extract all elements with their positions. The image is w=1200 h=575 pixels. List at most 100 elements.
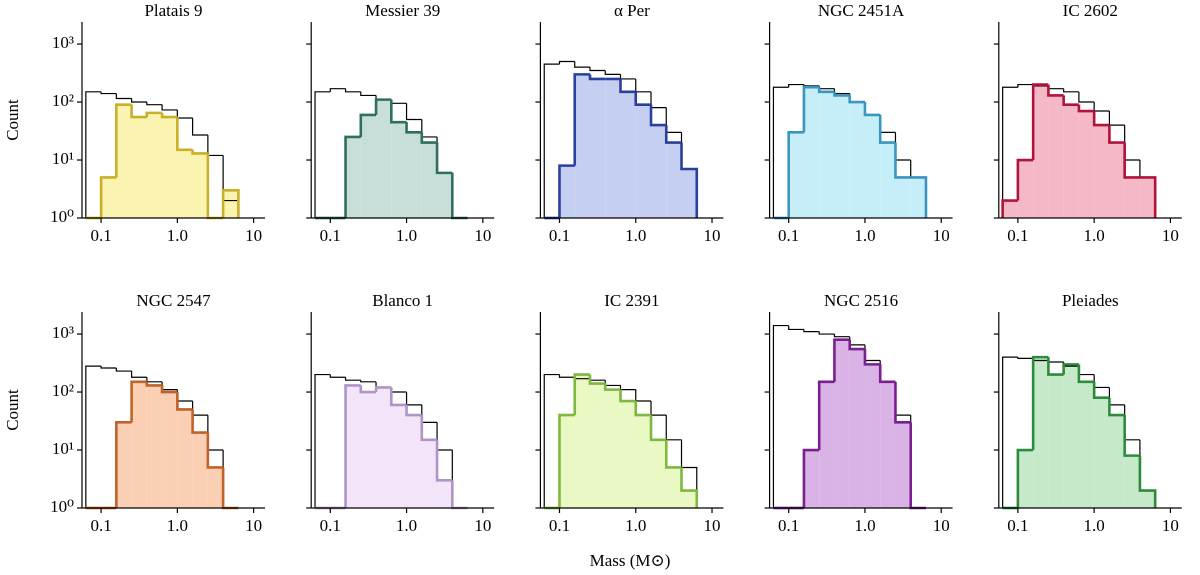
hist-step — [329, 88, 346, 92]
panel: Blanco 1 0.1 1.0 10 — [306, 291, 495, 535]
hist-step — [1092, 111, 1110, 127]
hist-step — [1031, 83, 1049, 161]
hist-step — [635, 389, 652, 402]
panel-title: Platais 9 — [144, 1, 202, 20]
hist-step — [665, 107, 682, 133]
panel: IC 2602 0.1 1.0 10 — [993, 1, 1182, 245]
hist-fill — [819, 381, 835, 508]
hist-step — [314, 91, 331, 218]
hist-step — [619, 74, 636, 80]
hist-step — [145, 381, 163, 387]
panel-title: α Per — [614, 1, 650, 20]
hist-step — [1108, 125, 1125, 144]
hist-fill — [819, 91, 835, 218]
hist-step — [359, 385, 377, 394]
hist-step — [1016, 448, 1034, 508]
hist-step — [635, 78, 652, 93]
hist-step — [573, 73, 590, 166]
hist-step — [390, 387, 407, 407]
hist-fill — [421, 142, 438, 218]
hist-step — [421, 404, 438, 423]
hist-fill — [666, 142, 682, 218]
hist-step — [161, 104, 178, 111]
hist-step — [878, 114, 896, 144]
hist-fill — [406, 415, 422, 508]
hist-step — [420, 415, 438, 442]
hist-fill — [895, 422, 911, 508]
hist-step — [360, 380, 377, 383]
hist-fill — [391, 404, 407, 508]
hist-fill — [223, 190, 239, 218]
hist-step — [99, 176, 117, 218]
hist-fill — [1017, 160, 1034, 218]
hist-step — [1016, 158, 1034, 201]
hist-fill — [1078, 111, 1095, 218]
hist-step — [221, 467, 239, 510]
hist-step — [772, 86, 789, 218]
hist-step — [664, 439, 682, 469]
hist-step — [100, 91, 117, 95]
hist-step — [558, 164, 575, 218]
hist-step — [176, 109, 193, 119]
x-tick-label: 10 — [474, 226, 491, 245]
hist-step — [1124, 125, 1140, 161]
hist-step — [130, 380, 147, 423]
panel-title: Messier 39 — [365, 1, 440, 20]
hist-step — [878, 364, 896, 384]
hist-fill — [910, 177, 926, 218]
hist-fill — [437, 480, 453, 508]
panel-title: IC 2602 — [1063, 1, 1118, 20]
x-tick-label: 0.1 — [90, 516, 111, 535]
hist-step — [405, 122, 422, 134]
hist-fill — [681, 490, 697, 508]
hist-fill — [803, 450, 820, 508]
hist-step — [451, 172, 468, 219]
panel: α Per 0.1 1.0 10 — [535, 1, 724, 245]
hist-step — [573, 373, 590, 416]
hist-fill — [131, 117, 147, 218]
hist-step — [436, 422, 453, 451]
hist-step — [85, 365, 102, 508]
x-tick-label: 10 — [1162, 226, 1179, 245]
panel-title: Blanco 1 — [372, 291, 433, 310]
hist-fill — [803, 87, 820, 218]
hist-step — [176, 392, 193, 411]
x-tick-label: 0.1 — [1007, 226, 1028, 245]
hist-step — [543, 63, 560, 218]
x-tick-label: 1.0 — [1084, 516, 1105, 535]
hist-fill — [651, 125, 667, 218]
hist-step — [863, 102, 881, 117]
hist-step — [650, 401, 667, 416]
hist-step — [374, 98, 392, 115]
hist-step — [1031, 355, 1049, 451]
hist-step — [802, 448, 820, 508]
hist-fill — [880, 142, 896, 218]
y-axis-label: Count — [3, 389, 22, 431]
hist-fill — [1124, 455, 1140, 508]
hist-step — [130, 371, 147, 378]
hist-fill — [207, 467, 224, 508]
hist-step — [664, 125, 682, 144]
hist-step — [833, 88, 850, 95]
hist-step — [1063, 88, 1079, 93]
hist-step — [360, 91, 377, 97]
hist-step — [818, 85, 835, 90]
hist-step — [803, 329, 820, 333]
hist-fill — [559, 165, 575, 218]
hist-step — [1017, 357, 1034, 360]
hist-step — [405, 404, 422, 417]
hist-fill — [864, 114, 881, 218]
hist-step — [451, 172, 468, 220]
panel: NGC 2516 0.1 1.0 10 — [764, 291, 953, 535]
hist-fill — [834, 95, 850, 218]
y-tick-label: 10² — [52, 91, 74, 110]
hist-step — [1093, 374, 1110, 389]
hist-step — [1108, 111, 1125, 126]
hist-step — [909, 422, 926, 510]
hist-step — [436, 136, 453, 174]
hist-fill — [1094, 397, 1110, 508]
x-tick-label: 0.1 — [320, 226, 341, 245]
hist-fill — [620, 91, 636, 218]
x-tick-label: 0.1 — [778, 226, 799, 245]
hist-step — [207, 135, 224, 157]
